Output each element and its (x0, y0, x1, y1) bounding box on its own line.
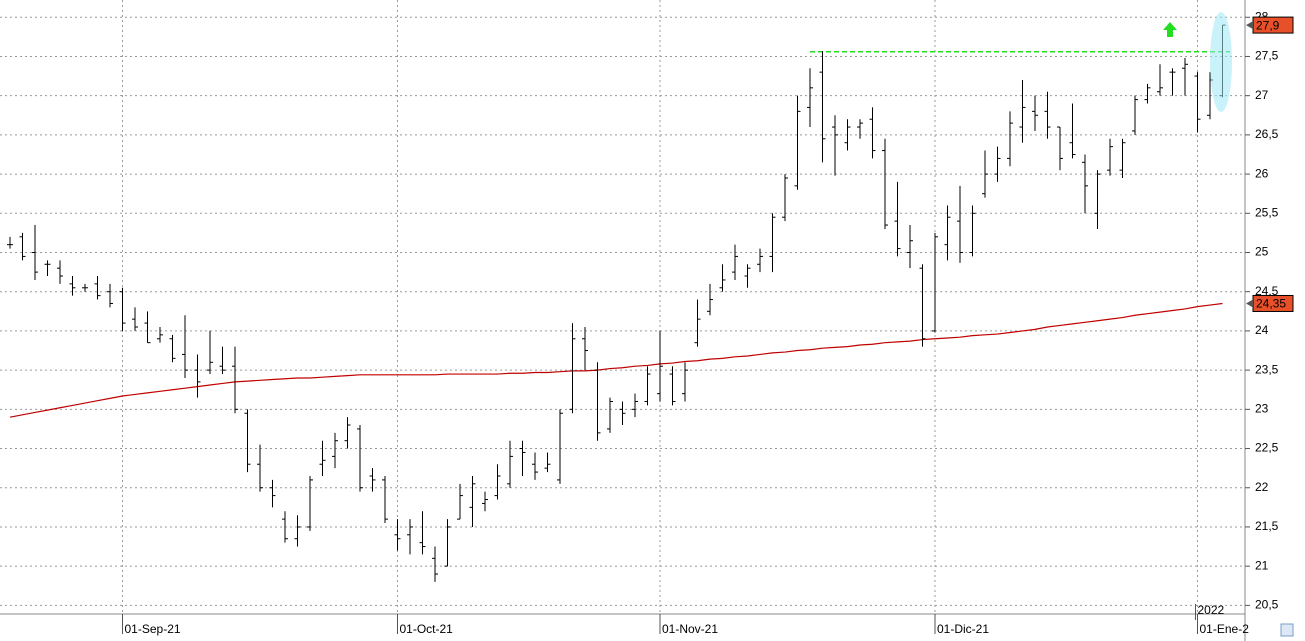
x-tick-label: 01-Dic-21 (937, 622, 989, 636)
y-tick-label: 25 (1255, 245, 1269, 259)
y-tick-label: 22 (1255, 480, 1269, 494)
highlight-ellipse (1210, 12, 1232, 112)
y-tick-label: 20,5 (1255, 598, 1279, 612)
x-axis-area (0, 614, 1245, 641)
x-tick-label: 01-Oct-21 (400, 622, 454, 636)
y-tick-label: 23 (1255, 402, 1269, 416)
plot: 20,5 21 21,5 22 22,5 23 23,5 24 24,5 25 25,5 26 26,5… (0, 0, 1279, 636)
x-tick-label: 01-Sep-21 (125, 622, 181, 636)
price-label-pointer (1246, 21, 1253, 30)
price-label: 27,9 (1256, 18, 1280, 32)
y-tick-label: 22,5 (1255, 441, 1279, 455)
corner-icon[interactable] (1280, 623, 1294, 637)
x-tick-label: 01-Ene-2 (1200, 622, 1250, 636)
y-tick-label: 21 (1255, 558, 1269, 572)
y-tick-label: 23,5 (1255, 362, 1279, 376)
price-label-pointer (1246, 299, 1253, 308)
y-tick-label: 25,5 (1255, 205, 1279, 219)
y-tick-label: 21,5 (1255, 519, 1279, 533)
y-tick-label: 27,5 (1255, 49, 1279, 63)
moving-average-line (9, 302, 1223, 418)
year-label: 2022 (1198, 603, 1225, 617)
up-arrow (1163, 22, 1177, 37)
y-tick-label: 24,5 (1255, 284, 1279, 298)
y-tick-label: 26,5 (1255, 127, 1279, 141)
y-tick-label: 24 (1255, 323, 1269, 337)
price-label: 24,35 (1256, 297, 1286, 311)
y-tick-label: 27 (1255, 88, 1269, 102)
y-tick-label: 26 (1255, 166, 1269, 180)
x-tick-label: 01-Nov-21 (662, 622, 718, 636)
